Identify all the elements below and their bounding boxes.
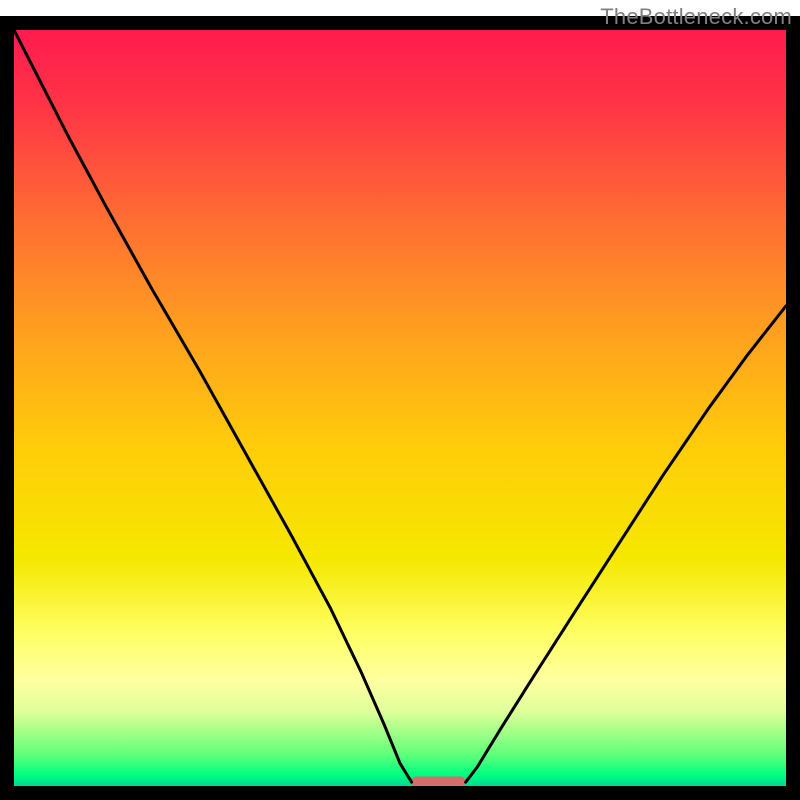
frame-left (0, 16, 14, 800)
gradient-background (14, 30, 786, 786)
watermark-text: TheBottleneck.com (600, 4, 792, 30)
bottleneck-chart (0, 0, 800, 800)
frame-right (786, 16, 800, 800)
chart-container: TheBottleneck.com (0, 0, 800, 800)
bottleneck-marker (412, 776, 466, 787)
frame-bottom (0, 786, 800, 800)
